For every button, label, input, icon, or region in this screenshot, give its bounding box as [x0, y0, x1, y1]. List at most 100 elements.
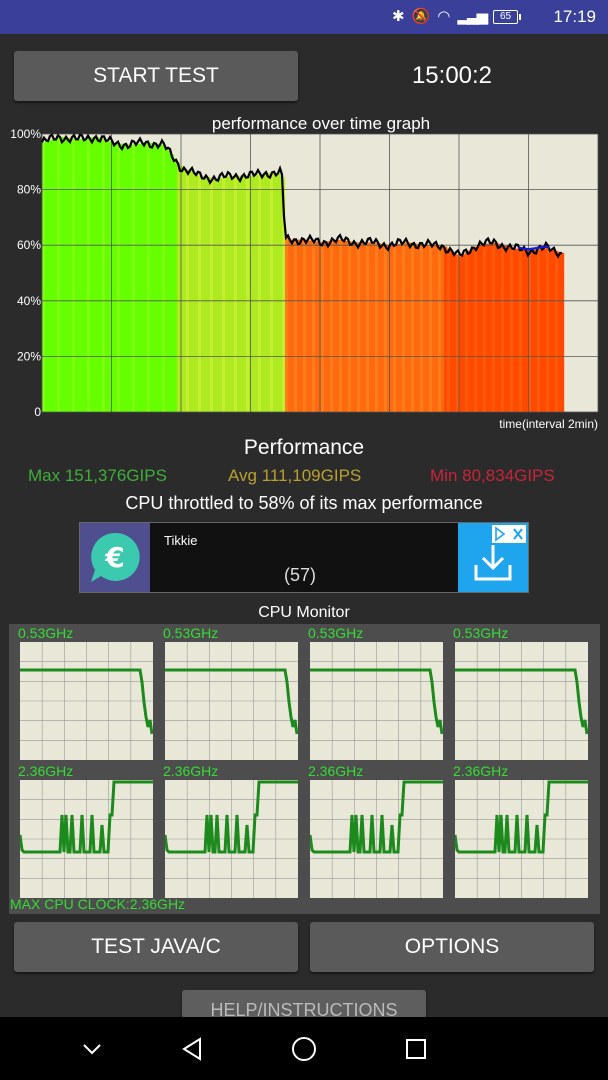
start-test-button[interactable]: START TEST: [14, 51, 298, 101]
ad-banner[interactable]: € Tikkie (57): [79, 522, 529, 593]
y-tick-label: 40%: [17, 294, 41, 308]
graph-fill-bar: [489, 243, 493, 412]
graph-fill-bar: [279, 172, 283, 412]
graph-fill-bar: [414, 243, 418, 412]
graph-fill-bar: [111, 142, 115, 412]
graph-fill-bar: [210, 177, 214, 412]
graph-fill-bar: [84, 138, 88, 412]
graph-fill-bar: [465, 252, 469, 412]
recents-icon: [406, 1039, 426, 1059]
graph-fill-bar: [288, 239, 292, 412]
graph-fill-bar: [459, 256, 463, 412]
graph-fill-bar: [390, 245, 394, 412]
max-cpu-clock: MAX CPU CLOCK:2.36GHz: [10, 896, 186, 912]
graph-fill-bar: [483, 244, 487, 412]
graph-fill-bar: [546, 248, 550, 412]
test-timer: 15:00:2: [411, 62, 493, 89]
cpu-core-graph: [455, 642, 588, 760]
graph-fill-bar: [207, 177, 211, 412]
graph-fill-bar: [372, 242, 376, 412]
graph-fill-bar: [402, 243, 406, 412]
graph-fill-bar: [153, 143, 157, 413]
graph-fill-bar: [180, 166, 184, 412]
graph-fill-bar: [246, 175, 250, 412]
graph-fill-bar: [453, 252, 457, 412]
graph-fill-bar: [63, 137, 67, 413]
graph-fill-bar: [171, 154, 175, 412]
test-java-c-button[interactable]: TEST JAVA/C: [14, 922, 298, 972]
throttle-status: CPU throttled to 58% of its max performa…: [125, 493, 483, 513]
graph-fill-bar: [108, 141, 112, 412]
chevron-down-icon: [83, 1044, 101, 1055]
graph-fill-bar: [549, 248, 553, 412]
graph-fill-bar: [345, 240, 349, 412]
svg-text:€: €: [104, 541, 124, 574]
cpu-core-graph: [165, 780, 298, 898]
ad-rating-count: (57): [283, 565, 316, 585]
x-axis-label: time(interval 2min): [499, 417, 598, 431]
ad-download-button[interactable]: [458, 523, 528, 592]
graph-fill-bar: [450, 250, 454, 412]
graph-fill-bar: [60, 136, 64, 412]
graph-fill-bar: [462, 254, 466, 412]
graph-fill-bar: [537, 249, 541, 412]
performance-line-tail: [517, 245, 550, 251]
graph-fill-bar: [255, 174, 259, 412]
graph-fill-bar: [399, 243, 403, 412]
graph-fill-bar: [219, 177, 223, 412]
help-instructions-button[interactable]: HELP/INSTRUCTIONS: [182, 990, 426, 1018]
graph-fill-bar: [102, 139, 106, 413]
graph-fill-bar: [57, 137, 61, 413]
graph-fill-bar: [396, 244, 400, 412]
graph-fill-bar: [162, 144, 166, 413]
graph-fill-bar: [558, 251, 562, 412]
graph-fill-bar: [129, 145, 133, 412]
graph-fill-bar: [177, 162, 181, 412]
graph-fill-bar: [282, 177, 286, 412]
graph-fill-bar: [42, 142, 46, 412]
graph-fill-bar: [144, 142, 148, 412]
graph-fill-bar: [384, 244, 388, 412]
graph-fill-bar: [411, 243, 415, 412]
graph-fill-bar: [186, 169, 190, 412]
graph-fill-bar: [90, 137, 94, 412]
graph-fill-bar: [405, 242, 409, 412]
max-performance: Max 151,376GIPS: [28, 466, 167, 485]
graph-fill-bar: [306, 240, 310, 412]
graph-fill-bar: [114, 142, 118, 413]
graph-fill-bar: [261, 174, 265, 412]
nav-hide-button[interactable]: [62, 1029, 122, 1069]
nav-back-button[interactable]: [162, 1029, 222, 1069]
graph-fill-bar: [309, 240, 313, 412]
graph-fill-bar: [303, 239, 307, 412]
cpu-frequency-line: [165, 780, 298, 854]
cpu-frequency-line: [310, 780, 443, 854]
graph-fill-bar: [165, 146, 169, 412]
graph-fill-bar: [456, 254, 460, 412]
graph-fill-bar: [540, 248, 544, 412]
options-button[interactable]: OPTIONS: [310, 922, 594, 972]
graph-fill-bar: [423, 245, 427, 412]
cpu-core-graph: [165, 642, 298, 760]
y-tick-label: 80%: [17, 183, 41, 197]
graph-fill-bar: [267, 173, 271, 412]
nav-recents-button[interactable]: [386, 1029, 446, 1069]
graph-fill-bar: [477, 245, 481, 412]
graph-fill-bar: [228, 176, 232, 412]
status-bar: ✱ 🔕 ◠ ▂▃▅ 65 17:19: [0, 0, 608, 34]
nav-home-button[interactable]: [274, 1029, 334, 1069]
graph-fill-bar: [45, 141, 49, 412]
graph-fill-bar: [69, 138, 73, 412]
bluetooth-icon: ✱: [392, 8, 405, 25]
graph-fill-bar: [552, 249, 556, 412]
graph-fill-bar: [366, 242, 370, 412]
graph-fill-bar: [234, 175, 238, 412]
cpu-core-graph: [20, 780, 153, 898]
graph-title: performance over time graph: [211, 114, 431, 133]
graph-fill-bar: [438, 245, 442, 412]
adchoices-icon[interactable]: [492, 525, 526, 543]
graph-fill-bar: [132, 144, 136, 412]
graph-fill-bar: [333, 240, 337, 412]
signal-icon: ▂▃▅: [457, 8, 488, 25]
status-icons: ✱ 🔕 ◠ ▂▃▅ 65: [392, 8, 521, 26]
